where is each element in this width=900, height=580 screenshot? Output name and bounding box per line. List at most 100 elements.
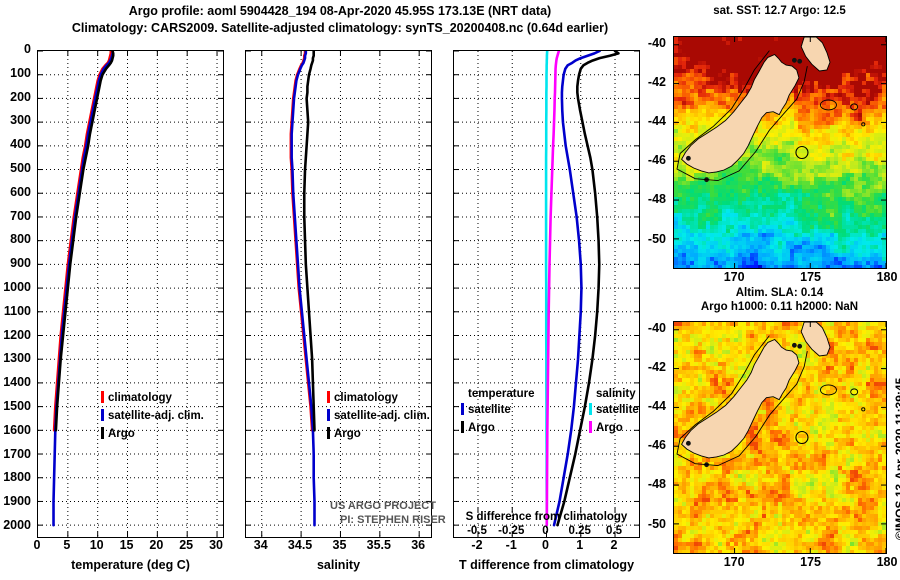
salinity-xticks: 34 34.5 35 35.5 36	[245, 538, 432, 556]
difference-xticks-temperature: -2 -1 0 1 2	[453, 538, 640, 556]
axis-tick-label: -2	[471, 538, 483, 552]
legend-label: satellite-adj. clim.	[334, 410, 430, 422]
depth-tick-label: 500	[10, 161, 31, 176]
axis-tick-label: 0.5	[606, 525, 623, 537]
map-lon-tick-label: 180	[876, 555, 898, 569]
map-lat-tick-label: -46	[647, 438, 666, 453]
depth-tick-label: 600	[10, 184, 31, 199]
imos-credit: ©IMOS 13-Apr-2020 11:39:45	[893, 377, 900, 540]
sst-map-yticks: -40 -42 -44 -46 -48 -50	[638, 36, 670, 269]
axis-tick-label: 35.5	[366, 538, 391, 552]
legend-header-temperature: temperature	[468, 388, 535, 400]
legend-swatch-climatology	[327, 391, 330, 403]
axis-tick-label: -1	[505, 538, 517, 552]
legend-swatch-temperature-argo	[461, 421, 464, 433]
legend-label: satellite	[596, 404, 639, 416]
sla-map-title-line1: Altim. SLA: 0.14	[735, 287, 824, 299]
depth-axis-ticks: 0 100 200 300 400 500 600 700 800 900 1000 1100 1200…	[0, 42, 35, 538]
map-lon-tick-label: 175	[800, 270, 821, 284]
salinity-legend: climatology satellite-adj. clim. Argo	[327, 388, 430, 442]
map-lat-tick-label: -44	[647, 114, 666, 129]
depth-tick-label: 1600	[3, 422, 31, 437]
map-lon-tick-label: 170	[723, 270, 745, 284]
legend-item: Argo	[461, 418, 534, 436]
depth-tick-label: 400	[10, 137, 31, 152]
legend-label: satellite	[468, 404, 511, 416]
depth-tick-label: 0	[24, 42, 31, 56]
axis-tick-label: -0.5	[467, 525, 487, 537]
difference-xaxis-label-s: S difference from climatology	[465, 511, 628, 523]
map-lat-tick-label: -50	[647, 516, 666, 531]
temperature-panel	[37, 50, 224, 538]
legend-swatch-climatology	[101, 391, 104, 403]
map-lat-tick-label: -48	[647, 477, 666, 492]
sla-map-xticks: 170 175 180	[673, 555, 898, 571]
legend-swatch-argo	[101, 427, 104, 439]
depth-tick-label: 1000	[3, 280, 31, 295]
map-lat-tick-label: -40	[647, 320, 666, 335]
legend-swatch-argo	[327, 427, 330, 439]
depth-tick-label: 800	[10, 232, 31, 247]
header-title-line2: Climatology: CARS2009. Satellite-adjuste…	[71, 21, 609, 35]
legend-swatch-temperature-satellite	[461, 403, 464, 415]
legend-item: satellite	[589, 400, 639, 418]
sst-map-title: sat. SST: 12.7 Argo: 12.5	[713, 5, 846, 17]
axis-tick-label: 0	[542, 538, 549, 552]
legend-item: climatology	[327, 388, 430, 406]
axis-tick-label: 20	[149, 538, 164, 552]
legend-swatch-satellite-adj	[101, 409, 104, 421]
depth-tick-label: 1300	[3, 351, 31, 366]
legend-item: satellite-adj. clim.	[327, 406, 430, 424]
sla-map-panel	[673, 321, 887, 554]
legend-label: Argo	[108, 428, 135, 440]
legend-label: climatology	[334, 392, 398, 404]
header-title-line1: Argo profile: aoml 5904428_194 08-Apr-20…	[128, 4, 552, 18]
project-credit: US ARGO PROJECT	[330, 500, 436, 512]
temperature-legend: climatology satellite-adj. clim. Argo	[101, 388, 204, 442]
depth-tick-label: 1800	[3, 470, 31, 485]
map-lat-tick-label: -46	[647, 153, 666, 168]
axis-tick-label: 30	[209, 538, 223, 552]
legend-item: Argo	[327, 424, 430, 442]
sst-map-panel	[673, 36, 887, 269]
legend-item: climatology	[101, 388, 204, 406]
axis-tick-label: 25	[179, 538, 194, 552]
sst-map-xticks: 170 175 180	[673, 270, 898, 286]
map-lat-tick-label: -42	[647, 359, 666, 374]
legend-item: satellite-adj. clim.	[101, 406, 204, 424]
difference-legend-salinity: salinity satellite Argo	[589, 388, 639, 436]
depth-tick-label: 1100	[3, 303, 31, 318]
depth-tick-label: 300	[10, 113, 31, 128]
depth-tick-label: 100	[10, 65, 31, 80]
map-lat-tick-label: -48	[647, 192, 666, 207]
axis-tick-label: 10	[89, 538, 104, 552]
legend-label: Argo	[468, 422, 495, 434]
axis-tick-label: 2	[610, 538, 618, 552]
sla-map-yticks: -40 -42 -44 -46 -48 -50	[638, 321, 670, 554]
map-lat-tick-label: -44	[647, 399, 666, 414]
depth-tick-label: 2000	[3, 518, 31, 533]
temperature-xticks: 0 5 10 15 20 25 30	[34, 538, 224, 556]
axis-tick-label: 1	[576, 538, 584, 552]
difference-panel	[453, 50, 640, 538]
depth-tick-label: 1200	[3, 327, 31, 342]
legend-swatch-satellite-adj	[327, 409, 330, 421]
map-lon-tick-label: 170	[723, 555, 745, 569]
axis-tick-label: 0	[33, 538, 41, 552]
axis-tick-label: -0.25	[498, 525, 525, 537]
axis-tick-label: 0.25	[568, 525, 591, 537]
legend-item: Argo	[101, 424, 204, 442]
map-lat-tick-label: -50	[647, 231, 666, 246]
temperature-xaxis-label: temperature (deg C)	[71, 558, 190, 572]
axis-tick-label: 15	[119, 538, 134, 552]
axis-tick-label: 34	[253, 538, 268, 552]
depth-tick-label: 200	[10, 89, 31, 104]
pi-credit: PI: STEPHEN RISER	[340, 514, 446, 526]
map-lon-tick-label: 175	[800, 555, 821, 569]
map-lat-tick-label: -40	[647, 35, 666, 50]
sla-map-title-line2: Argo h1000: 0.11 h2000: NaN	[700, 301, 859, 313]
axis-tick-label: 35	[332, 538, 347, 552]
axis-tick-label: 34.5	[287, 538, 313, 552]
legend-item: Argo	[589, 418, 639, 436]
salinity-xaxis-label: salinity	[316, 558, 361, 572]
